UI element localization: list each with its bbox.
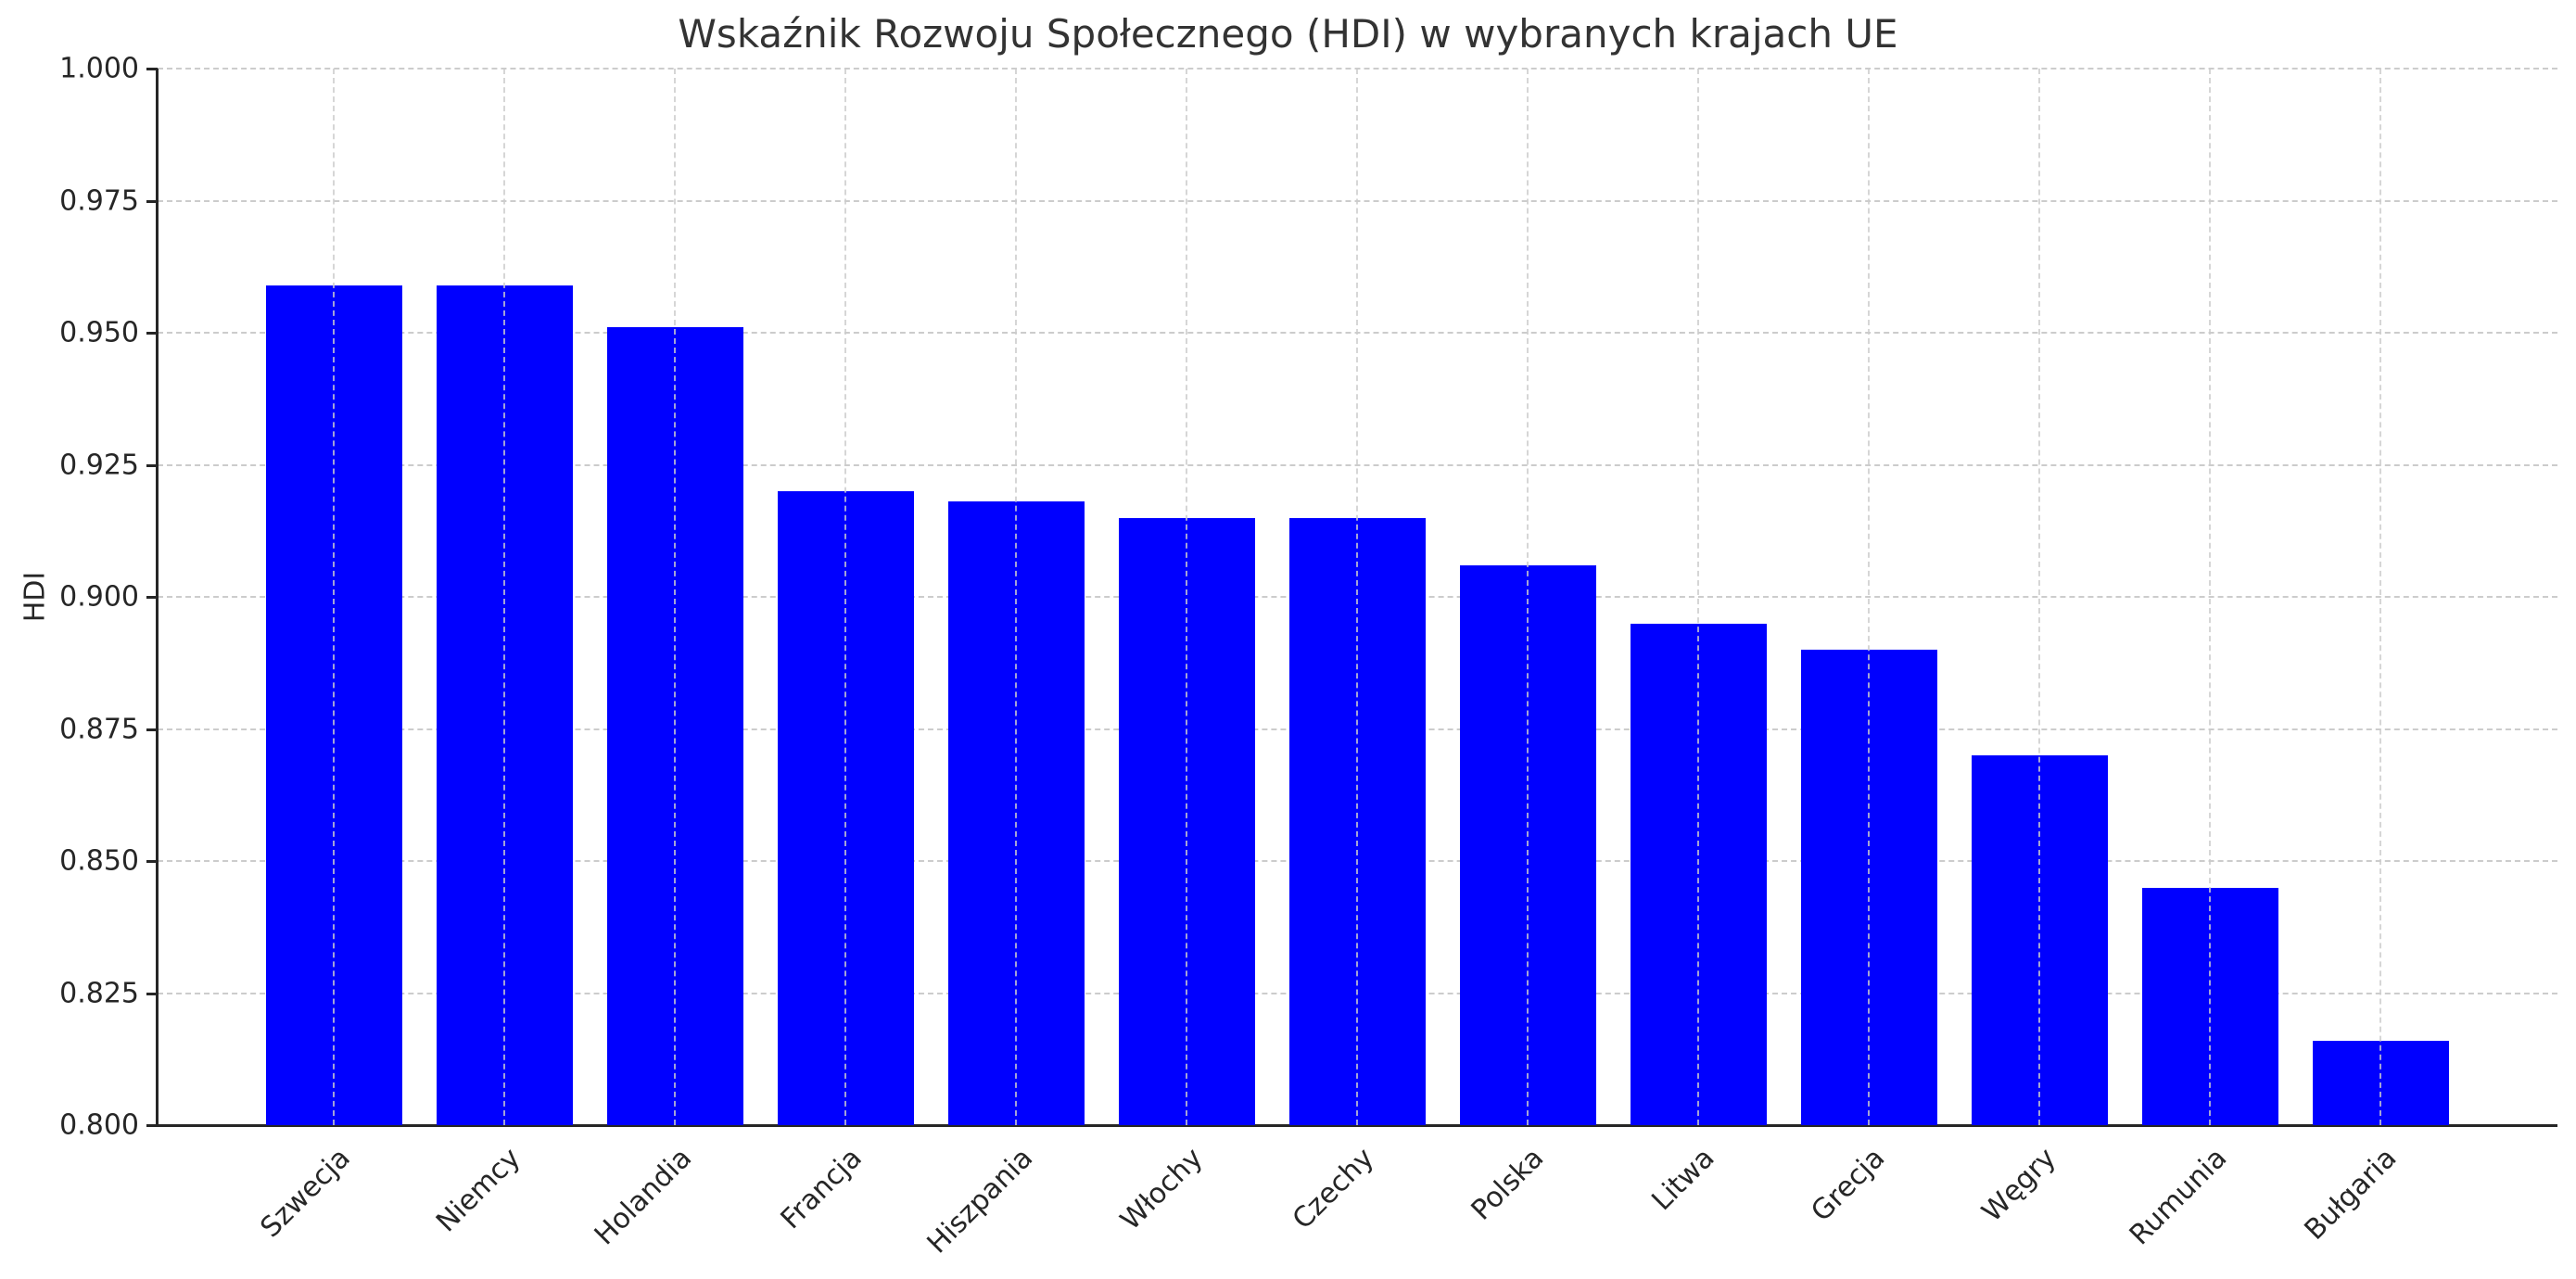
x-tick-label: Hiszpania [920, 1142, 1039, 1260]
y-tick-mark [146, 199, 158, 203]
v-gridline [1527, 69, 1529, 1125]
x-tick-label: Grecja [1805, 1142, 1892, 1229]
x-tick-label: Litwa [1645, 1142, 1721, 1218]
v-gridline [2038, 69, 2040, 1125]
y-tick-label: 0.950 [59, 316, 139, 349]
y-tick-mark [146, 596, 158, 599]
x-tick-label: Szwecja [254, 1142, 357, 1245]
x-tick-label: Francja [774, 1142, 869, 1236]
v-gridline [2209, 69, 2211, 1125]
v-gridline [1868, 69, 1870, 1125]
v-gridline [1697, 69, 1699, 1125]
y-tick-mark [146, 728, 158, 731]
v-gridline [503, 69, 505, 1125]
x-tick-label: Włochy [1114, 1142, 1210, 1237]
y-tick-label: 0.825 [59, 977, 139, 1009]
x-tick-label: Polska [1466, 1142, 1551, 1227]
v-gridline [333, 69, 335, 1125]
y-tick-label: 0.850 [59, 844, 139, 878]
x-tick-label: Holandia [588, 1142, 698, 1252]
x-tick-label: Rumunia [2123, 1142, 2233, 1252]
x-tick-label: Czechy [1286, 1142, 1380, 1236]
chart-title: Wskaźnik Rozwoju Społecznego (HDI) w wyb… [678, 11, 1898, 57]
y-axis-label: HDI [19, 571, 52, 623]
plot-area [158, 68, 2557, 1125]
v-gridline [1015, 69, 1017, 1125]
v-gridline [1186, 69, 1187, 1125]
x-tick-label: Bułgaria [2298, 1142, 2404, 1247]
y-tick-label: 1.000 [59, 52, 139, 85]
v-gridline [844, 69, 846, 1125]
y-tick-mark [146, 68, 158, 70]
x-axis-line [156, 1124, 2557, 1127]
v-gridline [674, 69, 676, 1125]
y-tick-mark [146, 463, 158, 467]
y-tick-label: 0.925 [59, 449, 139, 481]
y-tick-label: 0.900 [59, 580, 139, 614]
x-tick-label: Niemcy [430, 1142, 527, 1239]
y-tick-mark [146, 1124, 158, 1127]
y-tick-label: 0.875 [59, 713, 139, 745]
v-gridline [2379, 69, 2381, 1125]
x-tick-label: Węgry [1975, 1142, 2062, 1229]
y-tick-label: 0.975 [59, 184, 139, 217]
y-tick-mark [146, 992, 158, 995]
y-tick-mark [146, 860, 158, 863]
y-tick-label: 0.800 [59, 1108, 139, 1142]
y-tick-mark [146, 332, 158, 335]
v-gridline [1356, 69, 1358, 1125]
